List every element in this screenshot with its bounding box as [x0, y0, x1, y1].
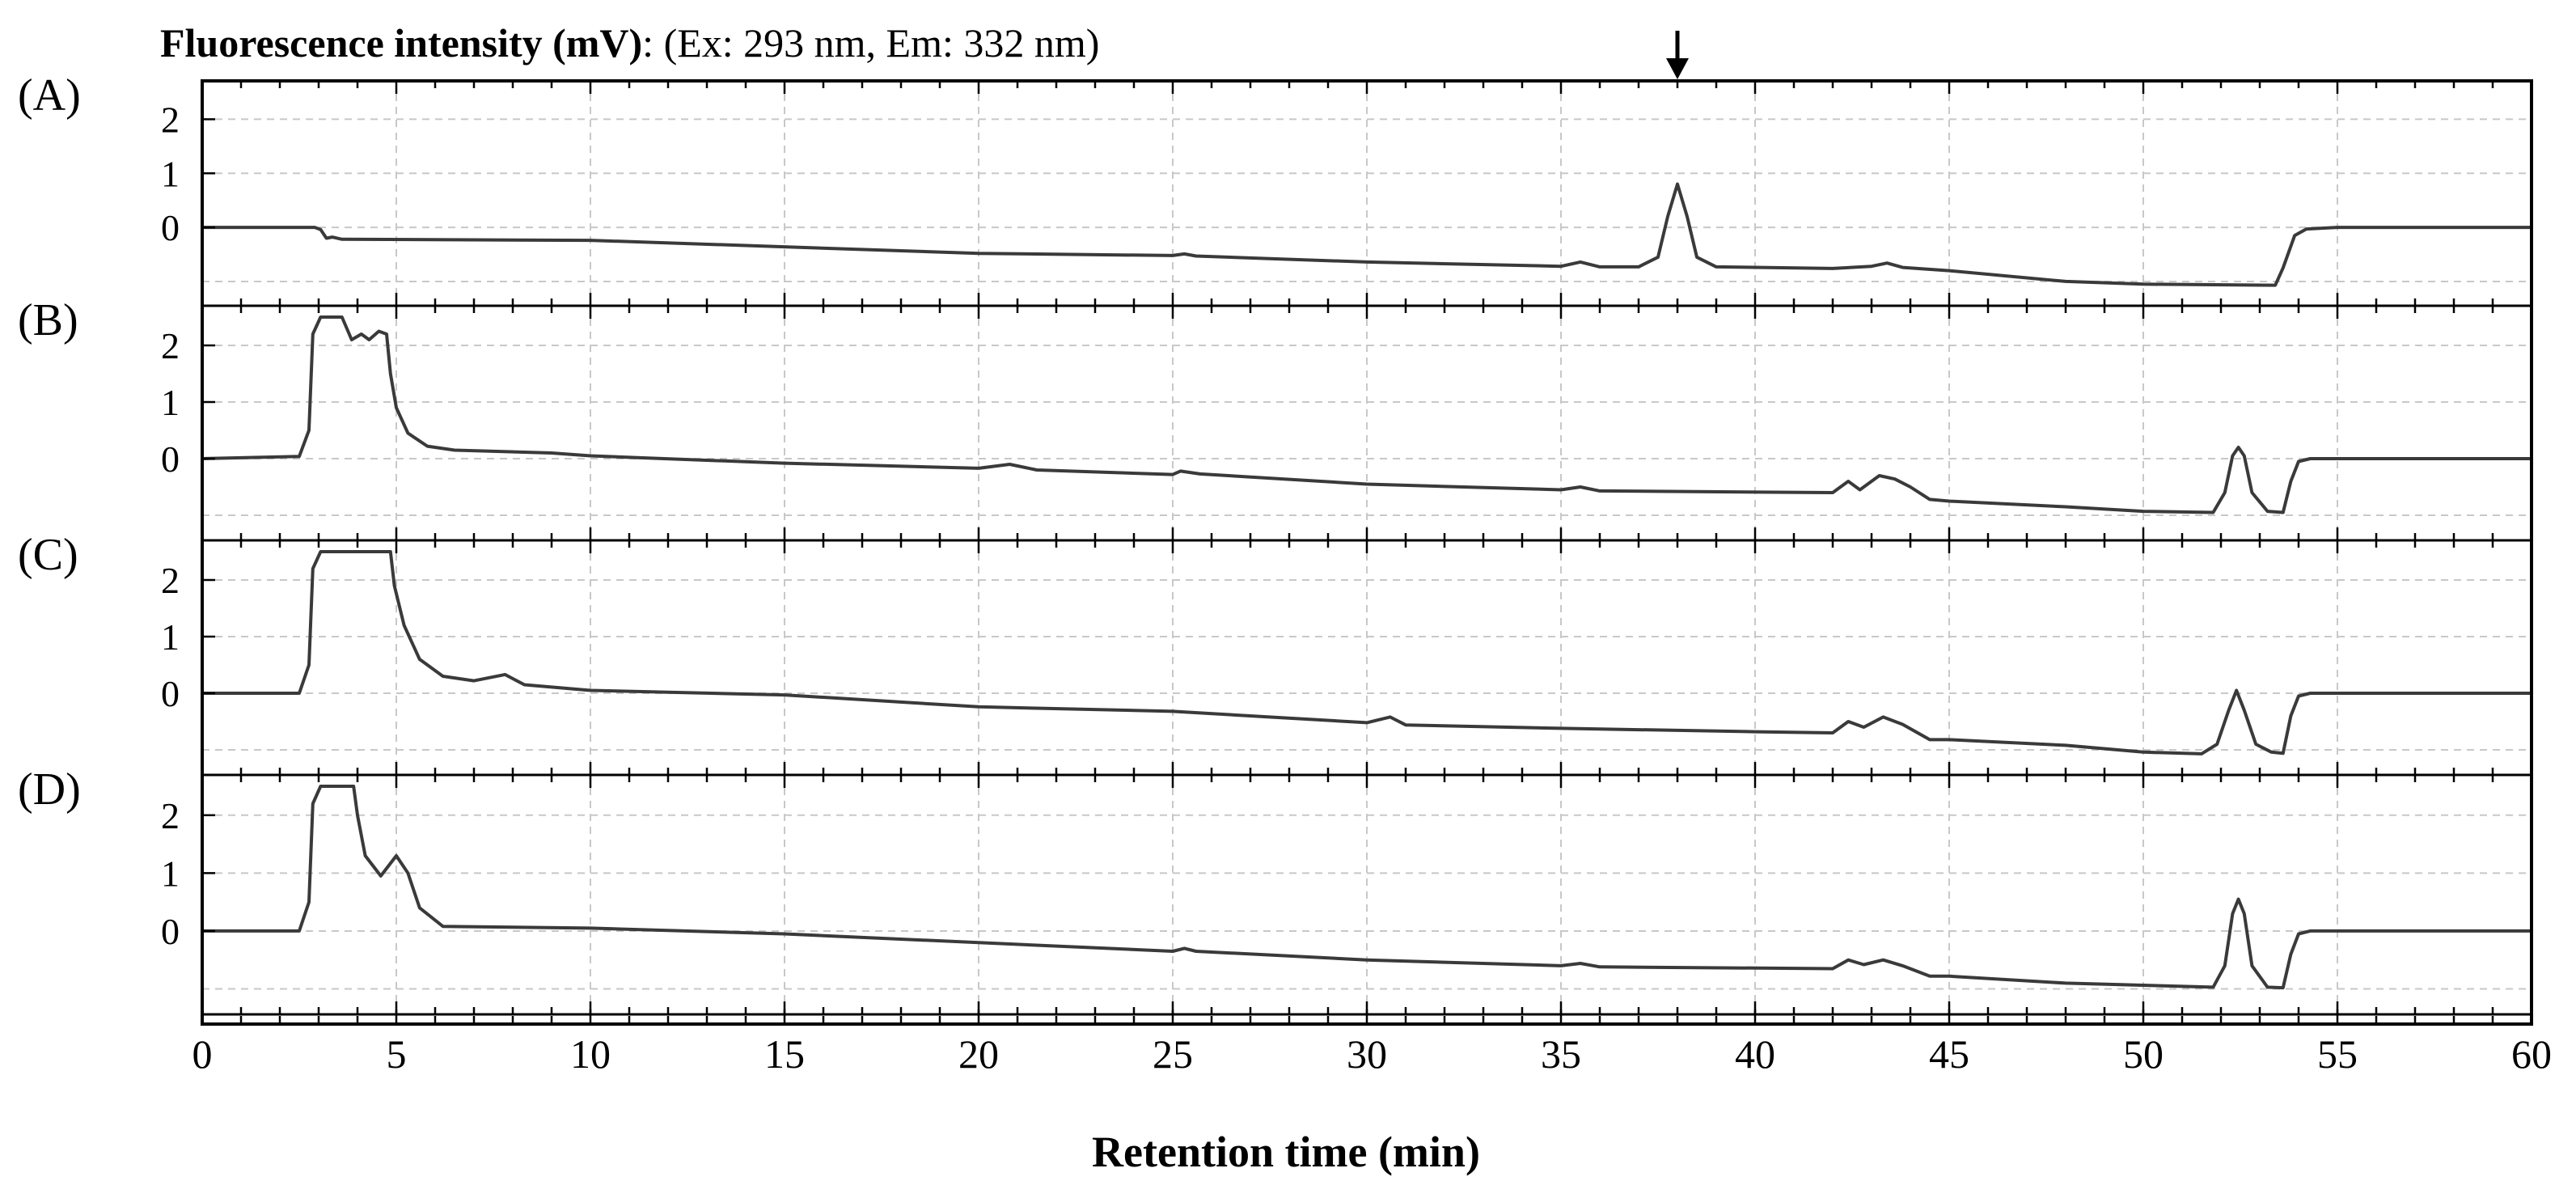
x-tick-label: 15 — [764, 1031, 805, 1077]
x-tick-label: 55 — [2317, 1031, 2358, 1077]
x-tick-label: 30 — [1347, 1031, 1387, 1077]
trace-line — [202, 785, 2532, 990]
x-tick-label: 35 — [1541, 1031, 1581, 1077]
x-tick-label: 10 — [570, 1031, 611, 1077]
x-tick-label: 50 — [2123, 1031, 2164, 1077]
x-tick-label: 40 — [1735, 1031, 1775, 1077]
y-tick-label: 2 — [161, 795, 180, 836]
panel-label: (C) — [18, 530, 78, 580]
panel-label: (A) — [18, 70, 81, 121]
y-tick-label: 2 — [161, 99, 180, 140]
grid-layer — [202, 81, 2532, 1014]
frame-layer — [201, 79, 2533, 1026]
y-tick-label: 0 — [161, 673, 180, 714]
panel-label: (D) — [18, 764, 81, 815]
arrow-head — [1666, 58, 1689, 79]
annotation-layer — [1666, 31, 1689, 79]
y-tick-label: 1 — [161, 853, 180, 894]
x-tick-label: 20 — [958, 1031, 999, 1077]
x-tick-label: 0 — [192, 1031, 213, 1077]
y-tick-label: 1 — [161, 153, 180, 194]
title-rest-part: : (Ex: 293 nm, Em: 332 nm) — [642, 20, 1099, 66]
y-tick-label: 2 — [161, 325, 180, 366]
x-tick-label: 60 — [2511, 1031, 2552, 1077]
title-bold-part: Fluorescence intensity (mV) — [160, 20, 642, 66]
trace-layer — [201, 182, 2532, 990]
trace-line — [201, 315, 2532, 514]
x-tick-label: 45 — [1929, 1031, 1969, 1077]
trace-line — [202, 182, 2532, 287]
label-layer: 2 1 0 (A) 2 1 0 (B) 2 1 0 (C) 2 1 0 (D) — [18, 70, 180, 952]
y-tick-label: 1 — [161, 382, 180, 423]
x-tick-label: 25 — [1153, 1031, 1193, 1077]
y-tick-label: 0 — [161, 438, 180, 480]
y-tick-label: 0 — [161, 911, 180, 952]
trace-line — [202, 550, 2532, 756]
y-tick-label: 2 — [161, 560, 180, 601]
x-axis: 0 5 10 15 20 25 30 35 40 45 50 55 60 — [192, 1010, 2552, 1077]
figure-title: Fluorescence intensity (mV): (Ex: 293 nm… — [160, 20, 1099, 66]
y-tick-label: 1 — [161, 616, 180, 658]
panel-label: (B) — [18, 295, 78, 345]
y-tick-label: 0 — [161, 207, 180, 248]
x-axis-label: Retention time (min) — [1092, 1128, 1480, 1176]
x-tick-label: 5 — [387, 1031, 407, 1077]
